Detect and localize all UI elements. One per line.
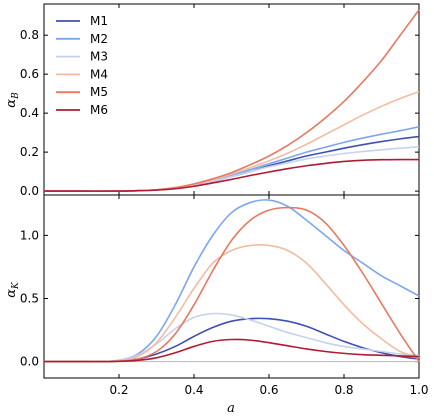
top-ytick-label: 0.2 (20, 145, 39, 159)
bottom-xtick-label: 0.8 (334, 383, 353, 397)
top-ylabel-main: α (4, 99, 19, 108)
bottom-ytick-label: 1.0 (20, 228, 39, 242)
top-series-line-m6 (43, 158, 420, 192)
legend-label-m3: M3 (90, 50, 108, 64)
bottom-ytick-label: 0.0 (20, 355, 39, 369)
bottom-ylabel-main: α (4, 289, 19, 298)
top-ytick-label: 0.0 (20, 184, 39, 198)
legend: M1 M2 M3 M4 M5 M6 (56, 14, 108, 117)
legend-label-m4: M4 (90, 67, 108, 81)
top-series-line-m3 (43, 145, 420, 192)
x-axis-label: a (227, 401, 235, 416)
bottom-series-line-m6 (43, 338, 420, 363)
legend-label-m6: M6 (90, 103, 108, 117)
legend-label-m5: M5 (90, 85, 108, 99)
bottom-xtick-label: 0.6 (259, 383, 278, 397)
bottom-ylabel-sub: K (11, 281, 21, 290)
top-ytick-label: 0.6 (20, 67, 39, 81)
top-ytick-label: 0.4 (20, 106, 39, 120)
legend-label-m1: M1 (90, 14, 108, 28)
top-ytick-label: 0.8 (20, 28, 39, 42)
top-ylabel-sub: B (11, 92, 21, 100)
bottom-xtick-label: 0.2 (109, 383, 128, 397)
bottom-xtick-label: 0.4 (184, 383, 203, 397)
bottom-xtick-label: 1.0 (409, 383, 428, 397)
bottom-ylabel: αK (4, 281, 21, 298)
top-series-line-m1 (43, 135, 420, 192)
bottom-series-line-m5 (43, 206, 420, 363)
bottom-panel-frame (43, 194, 420, 379)
legend-label-m2: M2 (90, 32, 108, 46)
top-series-line-m2 (43, 126, 420, 192)
bottom-ytick-label: 0.5 (20, 291, 39, 305)
bottom-series-line-m2 (43, 199, 420, 363)
top-ylabel: αB (4, 92, 21, 108)
